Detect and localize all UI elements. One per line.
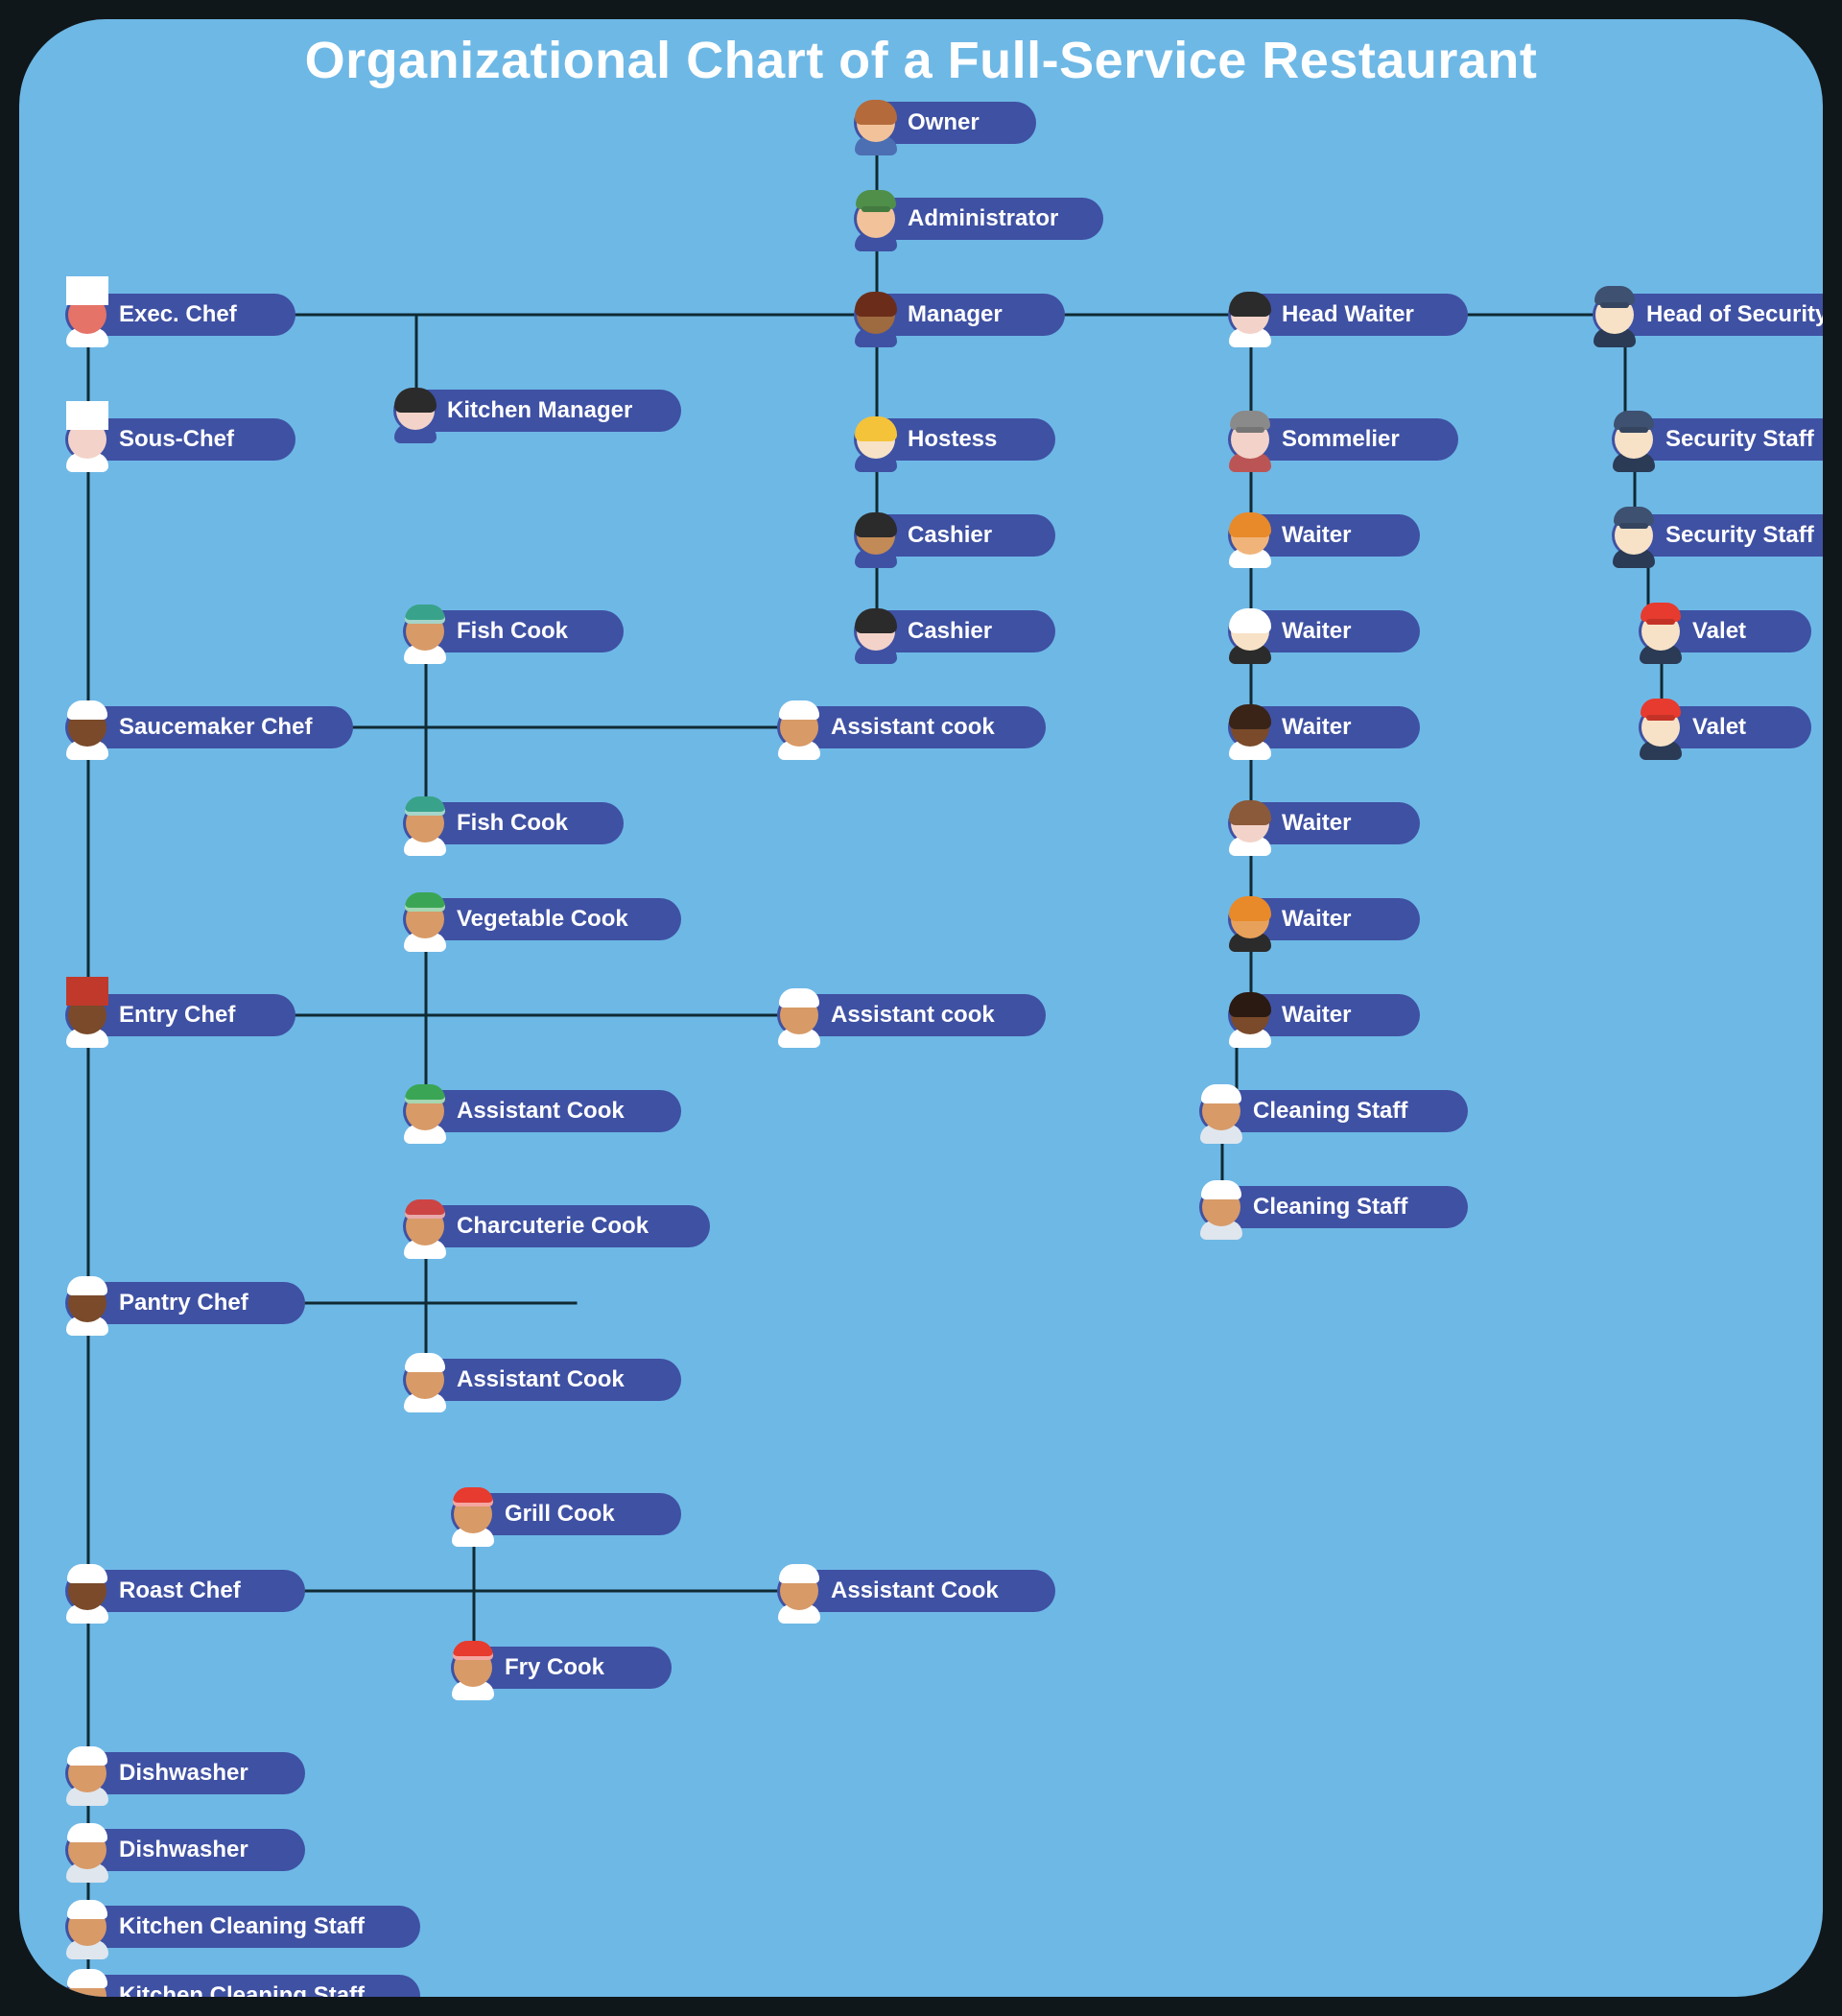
org-node-label: Waiter (1282, 618, 1351, 645)
org-node-label: Hostess (908, 426, 997, 453)
org-node-label: Fish Cook (457, 810, 568, 837)
org-node-cashier1: Cashier (854, 514, 1055, 557)
org-node-roastchef: Roast Chef (65, 1570, 305, 1612)
org-node-label: Pantry Chef (119, 1290, 248, 1316)
org-node-label: Waiter (1282, 522, 1351, 549)
org-node-dish2: Dishwasher (65, 1829, 305, 1871)
org-node-label: Grill Cook (505, 1501, 615, 1528)
org-node-label: Assistant cook (831, 714, 995, 741)
org-node-label: Waiter (1282, 1002, 1351, 1029)
org-node-execchef: Exec. Chef (65, 294, 295, 336)
org-node-hostess: Hostess (854, 418, 1055, 461)
org-node-label: Cashier (908, 522, 992, 549)
org-node-cashier2: Cashier (854, 610, 1055, 652)
org-node-label: Exec. Chef (119, 301, 237, 328)
org-node-label: Vegetable Cook (457, 906, 628, 933)
org-node-waiter1: Waiter (1228, 514, 1420, 557)
org-node-label: Kitchen Cleaning Staff (119, 1982, 365, 1997)
org-node-label: Dishwasher (119, 1837, 248, 1863)
org-node-waiter2: Waiter (1228, 610, 1420, 652)
org-node-label: Kitchen Manager (447, 397, 632, 424)
org-node-label: Valet (1692, 618, 1746, 645)
org-node-entry_asst1: Assistant Cook (403, 1090, 681, 1132)
org-node-entry_asst2: Assistant cook (777, 994, 1046, 1036)
org-node-label: Assistant Cook (457, 1366, 625, 1393)
org-node-label: Cleaning Staff (1253, 1098, 1407, 1125)
org-node-label: Cleaning Staff (1253, 1194, 1407, 1221)
org-node-label: Owner (908, 109, 980, 136)
org-node-label: Head of Security (1646, 301, 1823, 328)
org-node-pantry_asst: Assistant Cook (403, 1359, 681, 1401)
org-node-admin: Administrator (854, 198, 1103, 240)
org-node-kitchenmgr: Kitchen Manager (393, 390, 681, 432)
org-node-kclean1: Kitchen Cleaning Staff (65, 1906, 420, 1948)
org-node-vegcook: Vegetable Cook (403, 898, 681, 940)
org-node-label: Administrator (908, 205, 1058, 232)
org-node-label: Manager (908, 301, 1003, 328)
org-node-waiter3: Waiter (1228, 706, 1420, 748)
org-node-sec1: Security Staff (1612, 418, 1823, 461)
org-node-label: Kitchen Cleaning Staff (119, 1913, 365, 1940)
org-node-label: Waiter (1282, 906, 1351, 933)
org-node-label: Saucemaker Chef (119, 714, 312, 741)
org-node-clean2: Cleaning Staff (1199, 1186, 1468, 1228)
org-node-clean1: Cleaning Staff (1199, 1090, 1468, 1132)
org-node-label: Security Staff (1665, 522, 1814, 549)
org-node-sec2: Security Staff (1612, 514, 1823, 557)
org-node-headwaiter: Head Waiter (1228, 294, 1468, 336)
org-node-entrychef: Entry Chef (65, 994, 295, 1036)
org-node-label: Sous-Chef (119, 426, 234, 453)
org-node-label: Fry Cook (505, 1654, 604, 1681)
org-node-owner: Owner (854, 102, 1036, 144)
org-node-saucechef: Saucemaker Chef (65, 706, 353, 748)
org-node-grillcook: Grill Cook (451, 1493, 681, 1535)
org-node-label: Cashier (908, 618, 992, 645)
org-node-souschef: Sous-Chef (65, 418, 295, 461)
org-node-fish2: Fish Cook (403, 802, 624, 844)
org-node-kclean2: Kitchen Cleaning Staff (65, 1975, 420, 1997)
org-node-label: Waiter (1282, 714, 1351, 741)
org-node-valet1: Valet (1639, 610, 1811, 652)
org-node-fish1: Fish Cook (403, 610, 624, 652)
org-node-label: Valet (1692, 714, 1746, 741)
org-node-headsec: Head of Security (1593, 294, 1823, 336)
org-node-sommelier: Sommelier (1228, 418, 1458, 461)
org-node-pantrychef: Pantry Chef (65, 1282, 305, 1324)
org-node-label: Dishwasher (119, 1760, 248, 1787)
org-chart-canvas: Organizational Chart of a Full-Service R… (19, 19, 1823, 1997)
org-node-waiter5: Waiter (1228, 898, 1420, 940)
org-node-label: Fish Cook (457, 618, 568, 645)
org-node-waiter6: Waiter (1228, 994, 1420, 1036)
org-node-label: Assistant Cook (831, 1577, 999, 1604)
org-node-label: Waiter (1282, 810, 1351, 837)
org-node-label: Security Staff (1665, 426, 1814, 453)
org-node-dish1: Dishwasher (65, 1752, 305, 1794)
org-node-frycook: Fry Cook (451, 1647, 672, 1689)
org-node-valet2: Valet (1639, 706, 1811, 748)
org-node-label: Assistant Cook (457, 1098, 625, 1125)
org-node-label: Roast Chef (119, 1577, 241, 1604)
org-node-roast_asst: Assistant Cook (777, 1570, 1055, 1612)
org-node-sauce_asst: Assistant cook (777, 706, 1046, 748)
org-node-waiter4: Waiter (1228, 802, 1420, 844)
org-node-label: Sommelier (1282, 426, 1400, 453)
org-node-label: Charcuterie Cook (457, 1213, 649, 1240)
org-node-label: Entry Chef (119, 1002, 235, 1029)
org-node-charc: Charcuterie Cook (403, 1205, 710, 1247)
org-node-manager: Manager (854, 294, 1065, 336)
org-node-label: Assistant cook (831, 1002, 995, 1029)
org-node-label: Head Waiter (1282, 301, 1414, 328)
